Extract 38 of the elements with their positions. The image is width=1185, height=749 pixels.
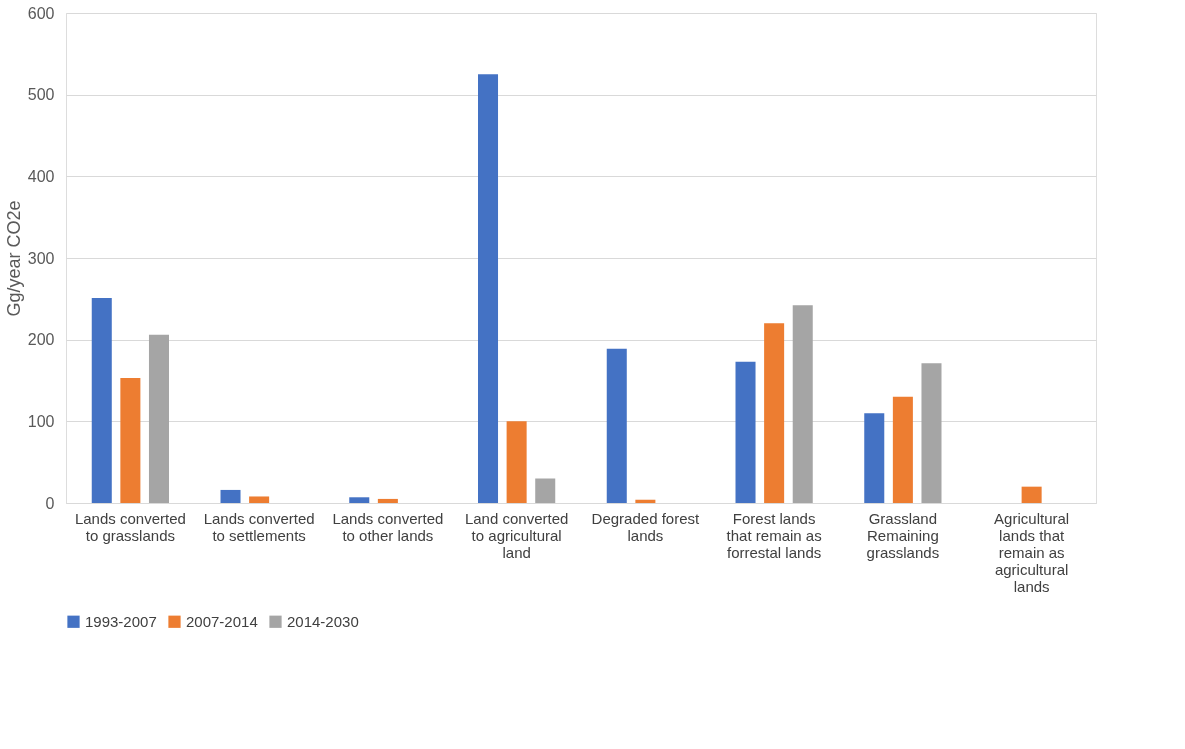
- x-tick-label: Lands converted to grasslands: [74, 509, 186, 544]
- bar: [148, 334, 169, 503]
- y-tick-label: 100: [27, 412, 55, 430]
- y-tick-label: 0: [45, 494, 55, 512]
- y-tick-label: 200: [27, 331, 55, 349]
- bar: [249, 496, 270, 503]
- x-tick-label: Agricultural lands that remain as agricultural lands: [994, 509, 1070, 595]
- x-tick-label: Grassland Remaining grasslands: [866, 509, 940, 561]
- y-tick-label: 500: [27, 86, 55, 104]
- y-tick-label: 600: [27, 4, 55, 22]
- y-axis-title: Gg/year CO2e: [3, 200, 24, 317]
- bar: [349, 497, 370, 503]
- x-tick-label: Forest lands that remain as forrestal lands: [726, 509, 822, 561]
- bar: [1021, 486, 1042, 503]
- bar: [764, 323, 785, 503]
- bar: [535, 478, 556, 503]
- legend-label: 2014-2030: [287, 612, 359, 630]
- bar: [735, 361, 756, 503]
- legend-label: 1993-2007: [85, 612, 157, 630]
- x-tick-label: Lands converted to other lands: [332, 509, 444, 544]
- bar: [377, 498, 398, 503]
- bar: [864, 413, 885, 503]
- bar: [120, 378, 141, 503]
- x-tick-label: Land converted to agricultural land: [464, 509, 569, 561]
- bar: [792, 305, 813, 503]
- x-tick-label: Degraded forest lands: [591, 509, 700, 544]
- y-tick-label: 300: [27, 249, 55, 267]
- x-tick-label: Lands converted to settlements: [203, 509, 315, 544]
- bar: [220, 489, 241, 503]
- bar: [892, 396, 913, 503]
- bar: [606, 348, 627, 503]
- bar: [506, 421, 527, 503]
- y-tick-label: 400: [27, 167, 55, 185]
- bar: [635, 499, 656, 503]
- bar: [478, 74, 499, 503]
- bar: [91, 298, 112, 503]
- legend-label: 2007-2014: [186, 612, 258, 630]
- bar: [921, 363, 942, 503]
